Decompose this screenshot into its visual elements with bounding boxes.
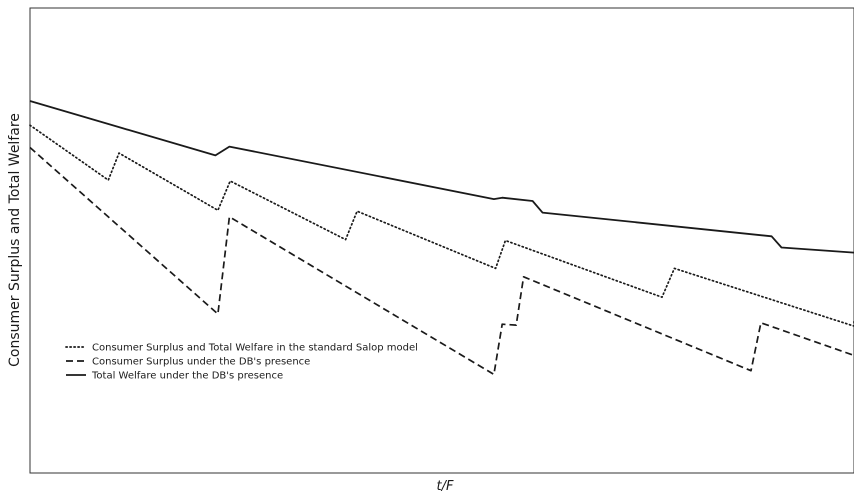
legend-label: Consumer Surplus under the DB's presence (92, 357, 310, 368)
legend-label: Consumer Surplus and Total Welfare in th… (92, 343, 418, 354)
x-axis-label: t/F (437, 479, 454, 493)
series-line-solid (29, 100, 854, 254)
y-axis-label: Consumer Surplus and Total Welfare (7, 113, 23, 367)
plot-frame (29, 7, 854, 474)
series-line-dashed (29, 146, 854, 376)
legend-label: Total Welfare under the DB's presence (91, 371, 283, 382)
legend: Consumer Surplus and Total Welfare in th… (65, 343, 418, 382)
series-layer (29, 100, 854, 376)
series-line-dotted (29, 124, 854, 327)
